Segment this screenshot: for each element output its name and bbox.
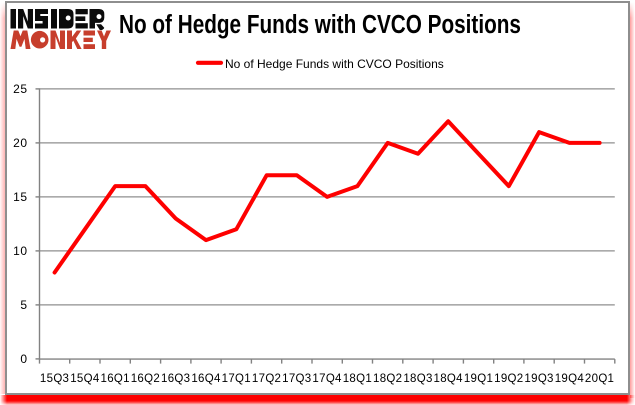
svg-text:10: 10	[13, 244, 27, 258]
svg-text:5: 5	[20, 298, 27, 312]
svg-text:0: 0	[20, 352, 27, 366]
svg-text:19Q2: 19Q2	[494, 373, 523, 385]
svg-text:15: 15	[13, 190, 27, 204]
svg-text:15Q4: 15Q4	[70, 373, 100, 385]
svg-text:20: 20	[13, 136, 27, 150]
svg-text:18Q3: 18Q3	[403, 373, 432, 385]
svg-text:15Q3: 15Q3	[40, 373, 69, 385]
svg-text:16Q3: 16Q3	[161, 373, 190, 385]
svg-text:18Q1: 18Q1	[343, 373, 372, 385]
svg-text:18Q4: 18Q4	[434, 373, 464, 385]
svg-text:19Q3: 19Q3	[524, 373, 553, 385]
svg-text:16Q1: 16Q1	[101, 373, 130, 385]
svg-text:25: 25	[13, 82, 27, 96]
svg-text:19Q1: 19Q1	[464, 373, 493, 385]
svg-text:16Q2: 16Q2	[131, 373, 160, 385]
svg-text:17Q3: 17Q3	[282, 373, 311, 385]
svg-text:17Q4: 17Q4	[312, 373, 342, 385]
svg-text:20Q1: 20Q1	[585, 373, 614, 385]
svg-text:18Q2: 18Q2	[373, 373, 402, 385]
svg-text:17Q2: 17Q2	[252, 373, 281, 385]
svg-text:19Q4: 19Q4	[555, 373, 585, 385]
svg-text:17Q1: 17Q1	[222, 373, 251, 385]
svg-text:16Q4: 16Q4	[191, 373, 221, 385]
